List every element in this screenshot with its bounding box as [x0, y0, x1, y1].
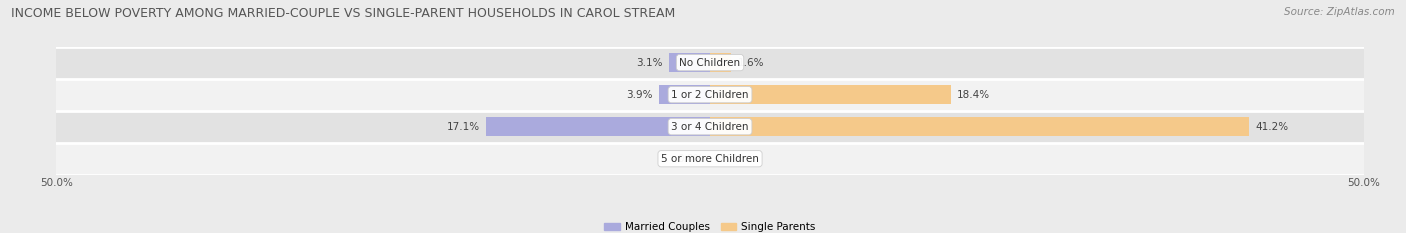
- Text: 3.9%: 3.9%: [626, 90, 652, 100]
- Text: 1.6%: 1.6%: [738, 58, 763, 68]
- Legend: Married Couples, Single Parents: Married Couples, Single Parents: [600, 218, 820, 233]
- Text: 3 or 4 Children: 3 or 4 Children: [671, 122, 749, 132]
- Bar: [56, 79, 1364, 111]
- Text: Source: ZipAtlas.com: Source: ZipAtlas.com: [1284, 7, 1395, 17]
- Text: 5 or more Children: 5 or more Children: [661, 154, 759, 164]
- Bar: [710, 117, 1249, 136]
- Text: No Children: No Children: [679, 58, 741, 68]
- Text: 18.4%: 18.4%: [957, 90, 990, 100]
- Text: 0.0%: 0.0%: [678, 154, 703, 164]
- Text: 3.1%: 3.1%: [637, 58, 664, 68]
- Bar: [56, 47, 1364, 79]
- Text: 17.1%: 17.1%: [447, 122, 479, 132]
- Text: 0.0%: 0.0%: [717, 154, 742, 164]
- Text: 1 or 2 Children: 1 or 2 Children: [671, 90, 749, 100]
- Bar: [710, 85, 950, 104]
- Bar: [669, 53, 710, 72]
- Bar: [56, 111, 1364, 143]
- Bar: [56, 143, 1364, 175]
- Text: 41.2%: 41.2%: [1256, 122, 1288, 132]
- Bar: [659, 85, 710, 104]
- Bar: [486, 117, 710, 136]
- Text: INCOME BELOW POVERTY AMONG MARRIED-COUPLE VS SINGLE-PARENT HOUSEHOLDS IN CAROL S: INCOME BELOW POVERTY AMONG MARRIED-COUPL…: [11, 7, 675, 20]
- Bar: [710, 53, 731, 72]
